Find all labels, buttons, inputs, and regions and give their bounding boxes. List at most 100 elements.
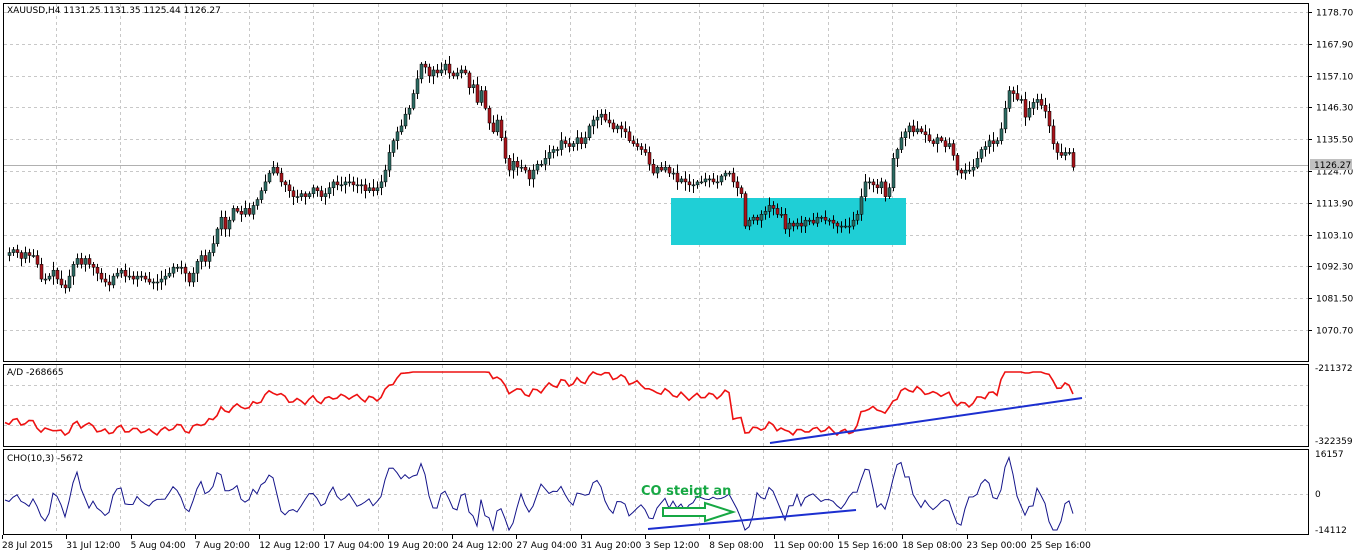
candle-body (311, 187, 316, 194)
candle-body (755, 216, 760, 221)
candle-body (1035, 99, 1040, 103)
candle-body (875, 184, 880, 189)
candle-body (903, 131, 908, 138)
candle-body (127, 275, 132, 278)
candle-body (407, 108, 412, 115)
ad-tick-top: -211372 (1315, 364, 1353, 374)
time-tick-label: 11 Sep 00:00 (774, 541, 834, 551)
candle-body (315, 187, 320, 191)
candle-body (159, 278, 164, 283)
candle-body (463, 69, 468, 74)
candle-body (1027, 108, 1032, 118)
candle-body (359, 184, 364, 187)
candle-body (319, 190, 324, 197)
candle-body (859, 196, 864, 215)
candle-body (847, 225, 852, 228)
candle-body (39, 264, 44, 280)
candle-body (531, 169, 536, 180)
candle-body (1023, 99, 1028, 118)
candle-body (855, 214, 860, 221)
price-tick-label: 1081.50 (1316, 295, 1353, 305)
candle-body (655, 166, 660, 174)
cho-trendline (647, 509, 857, 530)
candle-body (171, 267, 176, 274)
candle-body (771, 205, 776, 209)
candle-body (703, 178, 708, 183)
candle-body (1007, 90, 1012, 109)
candle-body (83, 258, 88, 265)
candle-body (719, 175, 724, 183)
candle-body (975, 158, 980, 168)
candle-body (535, 163, 540, 171)
candle-body (371, 187, 376, 191)
candle-body (1003, 108, 1008, 130)
price-tick-label: 1178.70 (1316, 9, 1353, 19)
candle-body (423, 63, 428, 68)
candle-body (747, 219, 752, 227)
candle-body (235, 208, 240, 212)
candle-body (67, 275, 72, 289)
candle-body (711, 178, 716, 183)
time-tick-label: 18 Sep 08:00 (902, 541, 962, 551)
candle-body (791, 222, 796, 227)
candle-body (543, 158, 548, 165)
candle-body (915, 128, 920, 133)
candle-body (251, 205, 256, 215)
candle-body (839, 225, 844, 228)
price-tick-label: 1070.70 (1316, 327, 1353, 337)
candle-body (1051, 125, 1056, 144)
candle-body (51, 269, 56, 277)
candle-body (99, 272, 104, 280)
candle-body (179, 267, 184, 269)
candle-body (7, 252, 12, 256)
price-tick-label: 1135.50 (1316, 136, 1353, 146)
candle-body (287, 184, 292, 191)
candle-body (867, 181, 872, 184)
candle-body (807, 219, 812, 222)
candle-body (63, 284, 68, 289)
candle-body (411, 93, 416, 109)
candle-body (699, 181, 704, 184)
candle-body (595, 116, 600, 121)
time-tick-label: 27 Aug 04:00 (516, 541, 577, 551)
candle-body (503, 137, 508, 159)
time-tick-label: 12 Aug 12:00 (259, 541, 320, 551)
candle-body (115, 272, 120, 277)
candle-body (575, 137, 580, 144)
candle-body (87, 258, 92, 265)
candle-body (151, 281, 156, 284)
candle-body (203, 255, 208, 262)
cho-annotation: CO steigt an (641, 484, 731, 499)
candle-body (523, 166, 528, 171)
cho-panel-border (3, 449, 1309, 535)
candle-body (923, 131, 928, 136)
candle-body (351, 181, 356, 186)
candle-body (679, 178, 684, 183)
candle-body (227, 219, 232, 230)
candle-body (367, 187, 372, 191)
candle-body (663, 166, 668, 171)
candle-body (911, 125, 916, 133)
candle-body (303, 193, 308, 197)
candle-body (579, 137, 584, 144)
time-tick-label: 8 Sep 08:00 (709, 541, 764, 551)
candle-body (735, 181, 740, 189)
candle-body (71, 264, 76, 277)
candle-body (607, 119, 612, 124)
time-tick-label: 31 Aug 20:00 (581, 541, 642, 551)
candle-body (511, 161, 516, 171)
time-tick-label: 31 Jul 12:00 (66, 541, 120, 551)
candle-body (799, 222, 804, 227)
candle-body (803, 219, 808, 227)
candle-body (47, 275, 52, 280)
candle-body (59, 278, 64, 286)
price-tick-label: 1103.10 (1316, 232, 1353, 242)
candle-body (495, 119, 500, 133)
candle-body (343, 181, 348, 186)
candle-body (931, 140, 936, 144)
candle-body (107, 281, 112, 286)
candle-body (651, 163, 656, 174)
time-tick-label: 23 Sep 00:00 (967, 541, 1027, 551)
time-tick-label: 28 Jul 2015 (2, 541, 53, 551)
